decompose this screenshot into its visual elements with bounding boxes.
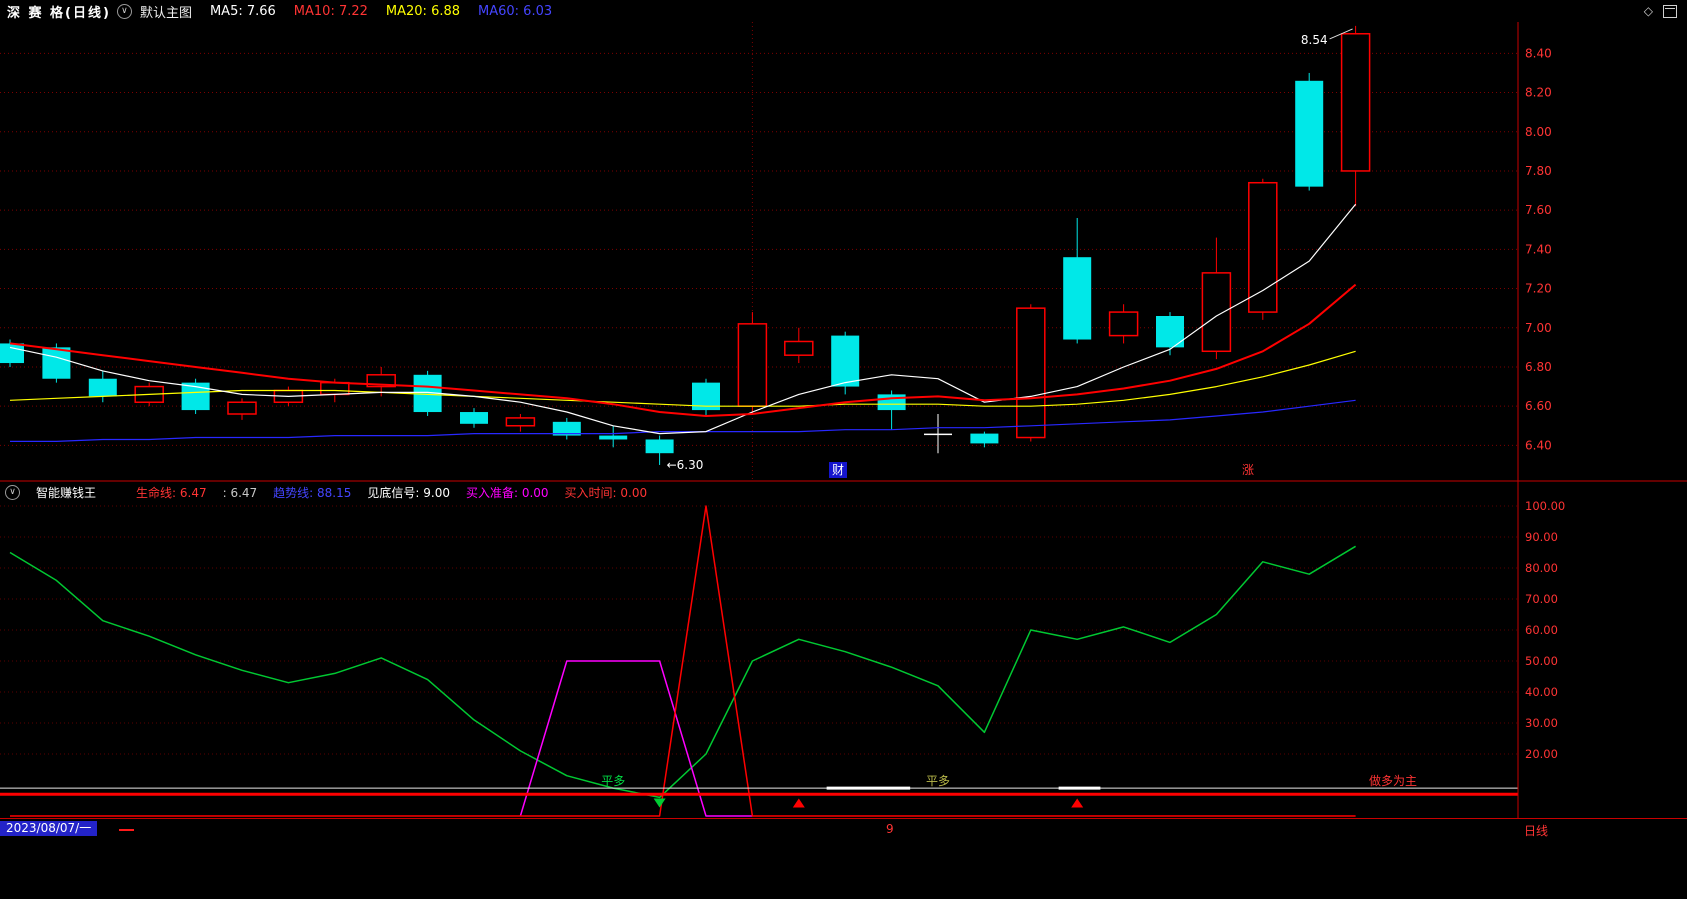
svg-text:20.00: 20.00 <box>1525 747 1558 761</box>
svg-text:70.00: 70.00 <box>1525 592 1558 606</box>
svg-text:6.40: 6.40 <box>1525 438 1552 452</box>
svg-text:100.00: 100.00 <box>1525 499 1565 513</box>
svg-text:8.00: 8.00 <box>1525 125 1552 139</box>
window-icon[interactable] <box>1663 4 1677 18</box>
main-chart-selector[interactable]: 默认主图 <box>139 5 192 21</box>
toolbar-right-icons: ◇ <box>1644 4 1677 18</box>
svg-text:8.54: 8.54 <box>1301 33 1328 47</box>
indicator-panel[interactable]: 100.00 90.00 80.00 70.00 60.00 50.00 40.00 30.0… <box>0 482 1687 818</box>
date-label[interactable]: 2023/08/07/一 <box>0 821 98 836</box>
svg-text:40.00: 40.00 <box>1525 685 1558 699</box>
svg-text:6.80: 6.80 <box>1525 360 1552 374</box>
bottom-status-bar: 2023/08/07/一 9 日线 <box>0 818 1687 839</box>
svg-text:做多为主: 做多为主 <box>1369 773 1417 788</box>
ma20-value: MA20: 6.88 <box>385 3 461 19</box>
svg-text:8.20: 8.20 <box>1525 86 1552 100</box>
svg-text:涨: 涨 <box>1242 462 1254 477</box>
svg-text:60.00: 60.00 <box>1525 623 1558 637</box>
svg-text:平多: 平多 <box>926 774 950 788</box>
red-dash-marker <box>119 829 134 831</box>
chart-expander-icon[interactable]: ∨ <box>116 3 132 19</box>
svg-text:7.80: 7.80 <box>1525 164 1552 178</box>
svg-text:90.00: 90.00 <box>1525 530 1558 544</box>
period-label[interactable]: 日线 <box>1524 824 1549 838</box>
svg-text:7.40: 7.40 <box>1525 242 1552 256</box>
indicator-chart-canvas[interactable]: 100.00 90.00 80.00 70.00 60.00 50.00 40.00 30.0… <box>0 482 1687 818</box>
svg-text:8.40: 8.40 <box>1525 46 1552 60</box>
svg-text:7.20: 7.20 <box>1525 282 1552 296</box>
svg-text:6.60: 6.60 <box>1525 399 1552 413</box>
svg-text:50.00: 50.00 <box>1525 654 1558 668</box>
svg-text:7.00: 7.00 <box>1525 321 1552 335</box>
main-chart-panel[interactable]: 8.40 8.20 8.00 7.80 7.60 7.40 7.20 7.00 6.80 6.60… <box>0 22 1687 482</box>
svg-text:财: 财 <box>832 463 844 477</box>
ma60-value: MA60: 6.03 <box>478 3 553 19</box>
top-toolbar: 深 赛 格(日线) ∨ 默认主图 MA5: 7.66 MA10: 7.22 MA… <box>0 0 1687 22</box>
svg-text:30.00: 30.00 <box>1525 716 1558 730</box>
main-chart-canvas[interactable]: 8.40 8.20 8.00 7.80 7.60 7.40 7.20 7.00 6.80 6.60… <box>0 22 1687 482</box>
svg-text:80.00: 80.00 <box>1525 561 1558 575</box>
svg-text:7.60: 7.60 <box>1525 203 1552 217</box>
ma5-value: MA5: 7.66 <box>209 3 276 19</box>
stock-title: 深 赛 格(日线) <box>7 5 111 21</box>
diamond-icon[interactable]: ◇ <box>1643 4 1653 18</box>
svg-text:平多: 平多 <box>601 774 625 788</box>
count-label: 9 <box>886 822 894 836</box>
svg-text:←6.30: ←6.30 <box>667 458 704 472</box>
ma10-value: MA10: 7.22 <box>293 3 368 19</box>
